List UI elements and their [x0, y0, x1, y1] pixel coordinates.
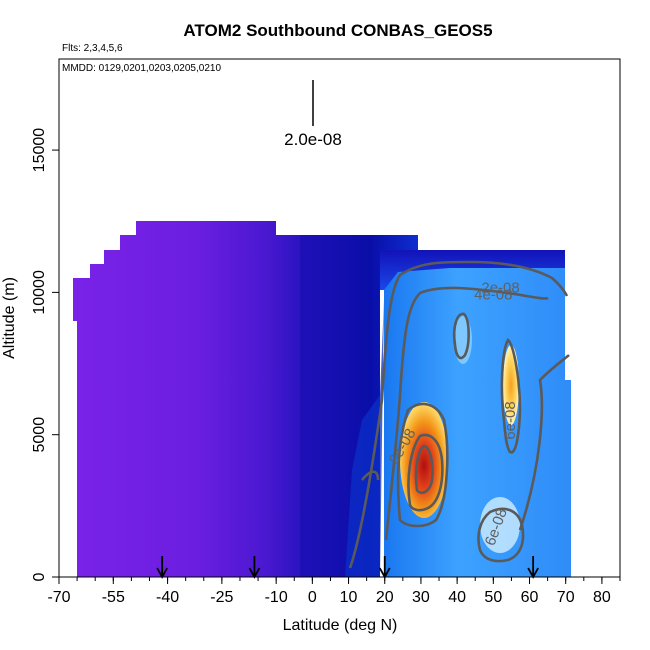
y-axis-label: Altitude (m): [1, 277, 18, 359]
plot-frame: [58, 58, 621, 578]
contour-peak: [414, 444, 434, 494]
flight-marker-arrow: [378, 556, 391, 579]
x-tick-label: 80: [593, 589, 611, 606]
region-equatorial: [300, 235, 418, 577]
y-tick-label: 0: [31, 572, 48, 581]
contour-label: 4e-08: [474, 287, 512, 304]
contour-label: 6e-08: [502, 401, 519, 439]
flight-markers: [156, 556, 539, 579]
dates-note: MMDD: 0129,0201,0203,0205,0210: [62, 63, 221, 74]
contour-upper-loop: [452, 312, 470, 360]
x-tick-label: 60: [521, 589, 539, 606]
contour-4e-08: [384, 286, 549, 541]
chart-title: ATOM2 Southbound CONBAS_GEOS5: [183, 21, 492, 40]
flights-note: Flts: 2,3,4,5,6: [62, 43, 123, 54]
contours: [348, 260, 570, 569]
region-southern: [73, 221, 300, 577]
y-tick-label: 15000: [31, 128, 48, 173]
arrow-head: [527, 567, 539, 579]
x-axis: -70 -55 -40 -25 -10 0 10 20 30 40 50 60 70 80: [47, 577, 611, 606]
x-tick-label: -25: [210, 589, 233, 606]
flight-marker-arrow: [527, 556, 539, 579]
x-tick-label: 0: [308, 589, 317, 606]
arrow-head: [378, 567, 391, 579]
x-tick-label: 40: [448, 589, 466, 606]
x-axis-label: Latitude (deg N): [283, 617, 398, 634]
scale-annotation: 2.0e-08: [284, 130, 342, 149]
y-tick-label: 10000: [31, 270, 48, 315]
x-tick-label: 70: [557, 589, 575, 606]
x-tick-label: -40: [156, 589, 179, 606]
x-tick-label: -70: [47, 589, 70, 606]
contour-6e-08-inner: [407, 433, 444, 512]
minor-ticks: [58, 577, 621, 581]
contour-lower-loop: [477, 507, 525, 563]
arrow-head: [248, 567, 261, 579]
flight-marker-arrow: [156, 556, 168, 579]
contour-6e-08-main: [396, 402, 449, 528]
y-axis: 0 5000 10000 15000: [31, 128, 59, 581]
flight-marker-arrow: [248, 556, 261, 579]
x-tick-label: -55: [102, 589, 125, 606]
contour-2e-08-b: [361, 470, 380, 481]
contour-secondary-plume: [500, 338, 522, 454]
contour-4e-08-right: [518, 354, 570, 531]
y-tick-label: 5000: [31, 417, 48, 453]
contour-2e-08: [348, 260, 569, 569]
x-tick-label: 30: [412, 589, 430, 606]
arrow-head: [156, 567, 168, 579]
transition-band: [345, 300, 384, 577]
x-tick-label: 50: [484, 589, 502, 606]
peak-plume: [400, 402, 448, 518]
contour-label: 2e-08: [481, 279, 519, 296]
x-tick-label: -10: [265, 589, 288, 606]
x-tick-label: 10: [340, 589, 358, 606]
x-tick-label: 20: [376, 589, 394, 606]
